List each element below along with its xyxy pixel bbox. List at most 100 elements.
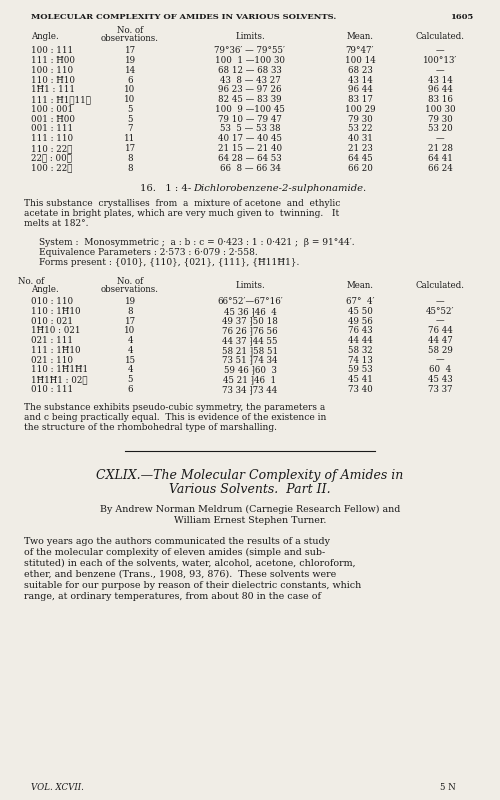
Text: Angle.: Angle. [31,285,59,294]
Text: Mean.: Mean. [346,281,374,290]
Text: 40 31: 40 31 [348,134,372,143]
Text: 58 29: 58 29 [428,346,452,355]
Text: 001 : Ħ00: 001 : Ħ00 [31,114,75,124]
Text: 10: 10 [124,86,136,94]
Text: 010 : 110: 010 : 110 [31,297,73,306]
Text: 8: 8 [127,154,133,162]
Text: 73 37: 73 37 [428,385,452,394]
Text: 100 : 001: 100 : 001 [31,105,73,114]
Text: 68 23: 68 23 [348,66,372,75]
Text: No. of: No. of [117,277,143,286]
Text: 17: 17 [124,144,136,153]
Text: VOL. XCVII.: VOL. XCVII. [31,783,84,792]
Text: The substance exhibits pseudo-cubic symmetry, the parameters a: The substance exhibits pseudo-cubic symm… [24,402,325,412]
Text: 100°13′: 100°13′ [423,56,457,65]
Text: 21 23: 21 23 [348,144,372,153]
Text: 73 51 ⁆74 34: 73 51 ⁆74 34 [222,356,278,365]
Text: 96 23 — 97 26: 96 23 — 97 26 [218,86,282,94]
Text: 49 37 ⁆50 18: 49 37 ⁆50 18 [222,317,278,326]
Text: 111 : Ħ00: 111 : Ħ00 [31,56,75,65]
Text: 111 : 1Ħ10: 111 : 1Ħ10 [31,346,80,355]
Text: 110 : Ħ10: 110 : Ħ10 [31,76,75,85]
Text: 83 16: 83 16 [428,95,452,104]
Text: Limits.: Limits. [235,32,265,41]
Text: 53  5 — 53 38: 53 5 — 53 38 [220,125,280,134]
Text: 001 : 111: 001 : 111 [31,125,73,134]
Text: 44 37 ⁆44 55: 44 37 ⁆44 55 [222,336,278,345]
Text: 64 28 — 64 53: 64 28 — 64 53 [218,154,282,162]
Text: 45°52′: 45°52′ [426,307,454,316]
Text: 66°52′—67°16′: 66°52′—67°16′ [217,297,283,306]
Text: and c being practically equal.  This is evidence of the existence in: and c being practically equal. This is e… [24,413,326,422]
Text: 79°36′ — 79°55′: 79°36′ — 79°55′ [214,46,286,55]
Text: 17: 17 [124,46,136,55]
Text: acetate in bright plates, which are very much given to  twinning.   It: acetate in bright plates, which are very… [24,209,339,218]
Text: 100 29: 100 29 [344,105,376,114]
Text: 21 28: 21 28 [428,144,452,153]
Text: 100  9 —100 45: 100 9 —100 45 [215,105,285,114]
Text: 74 13: 74 13 [348,356,372,365]
Text: Equivalence Parameters : 2·573 : 6·079 : 2·558.: Equivalence Parameters : 2·573 : 6·079 :… [39,248,258,257]
Text: 45 36 ⁆46  4: 45 36 ⁆46 4 [224,307,276,316]
Text: —: — [436,356,444,365]
Text: 1Ħ10 : 021: 1Ħ10 : 021 [31,326,80,335]
Text: MOLECULAR COMPLEXITY OF AMIDES IN VARIOUS SOLVENTS.: MOLECULAR COMPLEXITY OF AMIDES IN VARIOU… [31,13,336,21]
Text: 5 N: 5 N [440,783,456,792]
Text: the structure of the rhombohedral type of marshalling.: the structure of the rhombohedral type o… [24,423,277,432]
Text: 58 32: 58 32 [348,346,372,355]
Text: 7: 7 [127,125,133,134]
Text: observations.: observations. [101,285,159,294]
Text: 17: 17 [124,317,136,326]
Text: CXLIX.—⁠The Molecular Complexity of Amides in: CXLIX.—⁠The Molecular Complexity of Amid… [96,469,404,482]
Text: 110 : 22ቡ: 110 : 22ቡ [31,144,72,153]
Text: 021 : 110: 021 : 110 [31,356,73,365]
Text: 10: 10 [124,326,136,335]
Text: 100 : 111: 100 : 111 [31,46,73,55]
Text: 4: 4 [127,346,133,355]
Text: 1Ħ1 : 111: 1Ħ1 : 111 [31,86,75,94]
Text: 53 20: 53 20 [428,125,452,134]
Text: 76 43: 76 43 [348,326,372,335]
Text: 58 21 ⁆58 51: 58 21 ⁆58 51 [222,346,278,355]
Text: 19: 19 [124,56,136,65]
Text: 010 : 021: 010 : 021 [31,317,73,326]
Text: suitable for our purpose by reason of their dielectric constants, which: suitable for our purpose by reason of th… [24,581,361,590]
Text: 43  8 — 43 27: 43 8 — 43 27 [220,76,280,85]
Text: —: — [436,317,444,326]
Text: 67°  4′: 67° 4′ [346,297,374,306]
Text: 79 30: 79 30 [428,114,452,124]
Text: stituted) in each of the solvents, water, alcohol, acetone, chloroform,: stituted) in each of the solvents, water… [24,558,355,568]
Text: 110 : 1Ħ10: 110 : 1Ħ10 [31,307,80,316]
Text: 16.   1 : 4-: 16. 1 : 4- [140,185,191,194]
Text: 100 : 110: 100 : 110 [31,66,73,75]
Text: 43 14: 43 14 [428,76,452,85]
Text: 100 : 22ቡ: 100 : 22ቡ [31,163,72,173]
Text: 100 30: 100 30 [424,105,456,114]
Text: 53 22: 53 22 [348,125,372,134]
Text: 64 41: 64 41 [428,154,452,162]
Text: —: — [436,134,444,143]
Text: 49 56: 49 56 [348,317,372,326]
Text: 45 21 ⁆46  1: 45 21 ⁆46 1 [224,375,276,384]
Text: 79 30: 79 30 [348,114,372,124]
Text: 45 41: 45 41 [348,375,372,384]
Text: 82 45 — 83 39: 82 45 — 83 39 [218,95,282,104]
Text: 4: 4 [127,336,133,345]
Text: Limits.: Limits. [235,281,265,290]
Text: 5: 5 [127,105,133,114]
Text: 45 50: 45 50 [348,307,372,316]
Text: 59 53: 59 53 [348,366,372,374]
Text: 83 17: 83 17 [348,95,372,104]
Text: No. of: No. of [18,277,44,286]
Text: 1605: 1605 [450,13,473,21]
Text: 14: 14 [124,66,136,75]
Text: 19: 19 [124,297,136,306]
Text: Calculated.: Calculated. [416,32,465,41]
Text: 010 : 111: 010 : 111 [31,385,73,394]
Text: 96 44: 96 44 [428,86,452,94]
Text: 11: 11 [124,134,136,143]
Text: Two years ago the authors communicated the results of a study: Two years ago the authors communicated t… [24,537,330,546]
Text: 110 : 1Ħ1Ħ1: 110 : 1Ħ1Ħ1 [31,366,88,374]
Text: Various Solvents.  Part II.: Various Solvents. Part II. [169,483,331,496]
Text: 68 12 — 68 33: 68 12 — 68 33 [218,66,282,75]
